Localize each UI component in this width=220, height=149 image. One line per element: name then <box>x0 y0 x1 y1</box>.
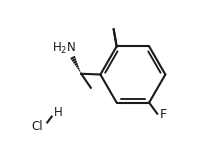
Text: H: H <box>54 106 63 119</box>
Text: H$_2$N: H$_2$N <box>52 41 76 56</box>
Text: F: F <box>160 108 167 121</box>
Text: Cl: Cl <box>31 120 43 133</box>
